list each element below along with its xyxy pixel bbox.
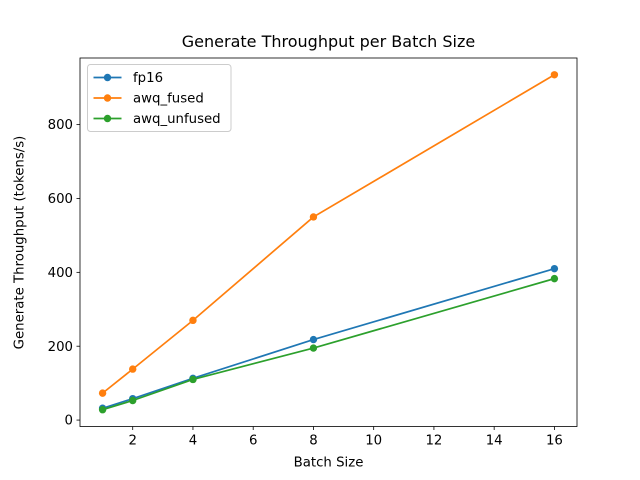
data-point-awq_unfused — [309, 344, 318, 352]
x-tick-label: 10 — [365, 434, 382, 449]
y-tick-label: 600 — [48, 192, 73, 207]
ticks-layer: 2 4 6 8 10 12 14 16 0 200 400 600 800 — [48, 118, 563, 448]
series-layer — [98, 71, 559, 414]
legend-label-fp16: fp16 — [133, 71, 163, 86]
y-tick-label: 200 — [48, 340, 73, 355]
data-point-fp16 — [309, 335, 318, 344]
data-point-awq_fused — [98, 389, 107, 397]
data-point-awq_unfused — [129, 396, 137, 405]
x-tick-label: 8 — [309, 434, 317, 449]
data-point-awq_unfused — [189, 375, 197, 384]
y-tick-label: 800 — [48, 118, 73, 133]
legend-marker-fp16 — [103, 73, 112, 82]
x-tick-label: 4 — [189, 434, 197, 449]
data-point-awq_unfused — [98, 406, 107, 414]
data-point-awq_unfused — [550, 274, 559, 283]
x-tick-label: 14 — [486, 434, 503, 449]
x-tick-label: 12 — [425, 434, 442, 449]
data-point-awq_fused — [189, 316, 197, 325]
y-axis-label: Generate Throughput (tokens/s) — [13, 136, 28, 350]
legend-marker-awq_fused — [103, 94, 112, 102]
legend-box — [87, 64, 232, 132]
y-tick-label: 400 — [48, 266, 73, 281]
plot-border — [79, 57, 578, 427]
x-axis-label: Batch Size — [294, 456, 364, 471]
x-tick-label: 6 — [249, 434, 257, 449]
legend-label-awq_unfused: awq_unfused — [133, 112, 221, 127]
data-point-awq_fused — [550, 71, 559, 79]
legend: fp16 awq_fused awq_unfused — [87, 64, 232, 132]
data-point-awq_fused — [309, 213, 318, 221]
y-tick-label: 0 — [65, 414, 73, 429]
data-point-awq_fused — [129, 365, 137, 373]
x-tick-label: 16 — [546, 434, 563, 449]
legend-marker-awq_unfused — [103, 114, 112, 123]
x-tick-label: 2 — [128, 434, 136, 449]
data-point-fp16 — [550, 264, 559, 273]
chart-title: Generate Throughput per Batch Size — [182, 32, 475, 51]
legend-label-awq_fused: awq_fused — [133, 92, 204, 107]
